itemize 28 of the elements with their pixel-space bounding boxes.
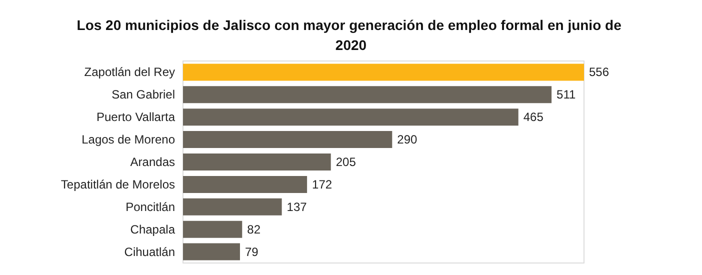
bar bbox=[183, 64, 584, 81]
bar bbox=[183, 243, 240, 260]
data-label: 556 bbox=[589, 65, 610, 80]
y-tick-label: Cihuatlán bbox=[124, 244, 175, 259]
data-label: 172 bbox=[312, 177, 332, 192]
data-label: 290 bbox=[397, 132, 418, 147]
y-tick-label: Arandas bbox=[130, 155, 175, 169]
data-label: 82 bbox=[247, 222, 261, 236]
y-tick-label: Puerto Vallarta bbox=[96, 110, 176, 124]
data-label: 465 bbox=[523, 110, 544, 124]
y-tick-label: San Gabriel bbox=[112, 88, 175, 102]
y-tick-label: Poncitlán bbox=[126, 200, 175, 214]
data-label: 511 bbox=[556, 88, 576, 102]
data-label: 205 bbox=[336, 155, 356, 169]
y-tick-label: Lagos de Moreno bbox=[82, 132, 176, 147]
bar bbox=[183, 108, 518, 126]
data-label: 79 bbox=[244, 244, 259, 259]
bar bbox=[183, 176, 308, 193]
bar bbox=[183, 86, 552, 104]
bar bbox=[183, 198, 282, 216]
bar bbox=[183, 131, 392, 148]
data-label: 137 bbox=[286, 200, 308, 214]
bar bbox=[183, 154, 331, 170]
chart-title: Los 20 municipios de Jalisco con mayor generación de empleo formal en junio de 2020 bbox=[76, 17, 626, 53]
y-tick-label: Chapala bbox=[130, 222, 176, 236]
y-tick-label: Zapotlán del Rey bbox=[84, 65, 175, 80]
y-tick-label: Tepatitlán de Morelos bbox=[60, 177, 175, 192]
bar bbox=[183, 220, 242, 238]
